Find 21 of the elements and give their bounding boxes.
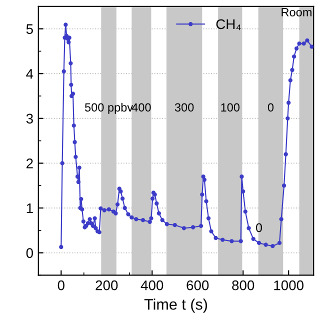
y-tick-label: 3 — [26, 114, 33, 124]
x-tick-label: 400 — [140, 280, 164, 290]
annotation: 0 — [256, 223, 262, 232]
band-label: 400 — [132, 103, 151, 112]
y-tick-label: 1 — [26, 203, 33, 214]
band-label: 300 — [174, 103, 194, 112]
band-label: 0 — [268, 103, 274, 112]
band-label: 500 ppbv — [84, 102, 134, 114]
y-tick-label: 0 — [26, 248, 33, 258]
y-tick-label: 2 — [26, 158, 33, 168]
band-label: Room — [282, 8, 312, 16]
y-tick-label: 5 — [26, 24, 33, 34]
y-tick-label: 4 — [26, 69, 34, 79]
legend-label: CH₄ — [216, 19, 241, 30]
band-label: 100 — [221, 103, 240, 112]
x-tick-label: 0 — [58, 280, 64, 290]
x-tick-label: 800 — [232, 280, 254, 290]
x-tick-label: 1000 — [274, 280, 304, 290]
x-tick-label: 600 — [186, 280, 209, 290]
x-tick-label: 200 — [96, 280, 118, 290]
x-axis-title: Time t (s) — [144, 298, 208, 313]
